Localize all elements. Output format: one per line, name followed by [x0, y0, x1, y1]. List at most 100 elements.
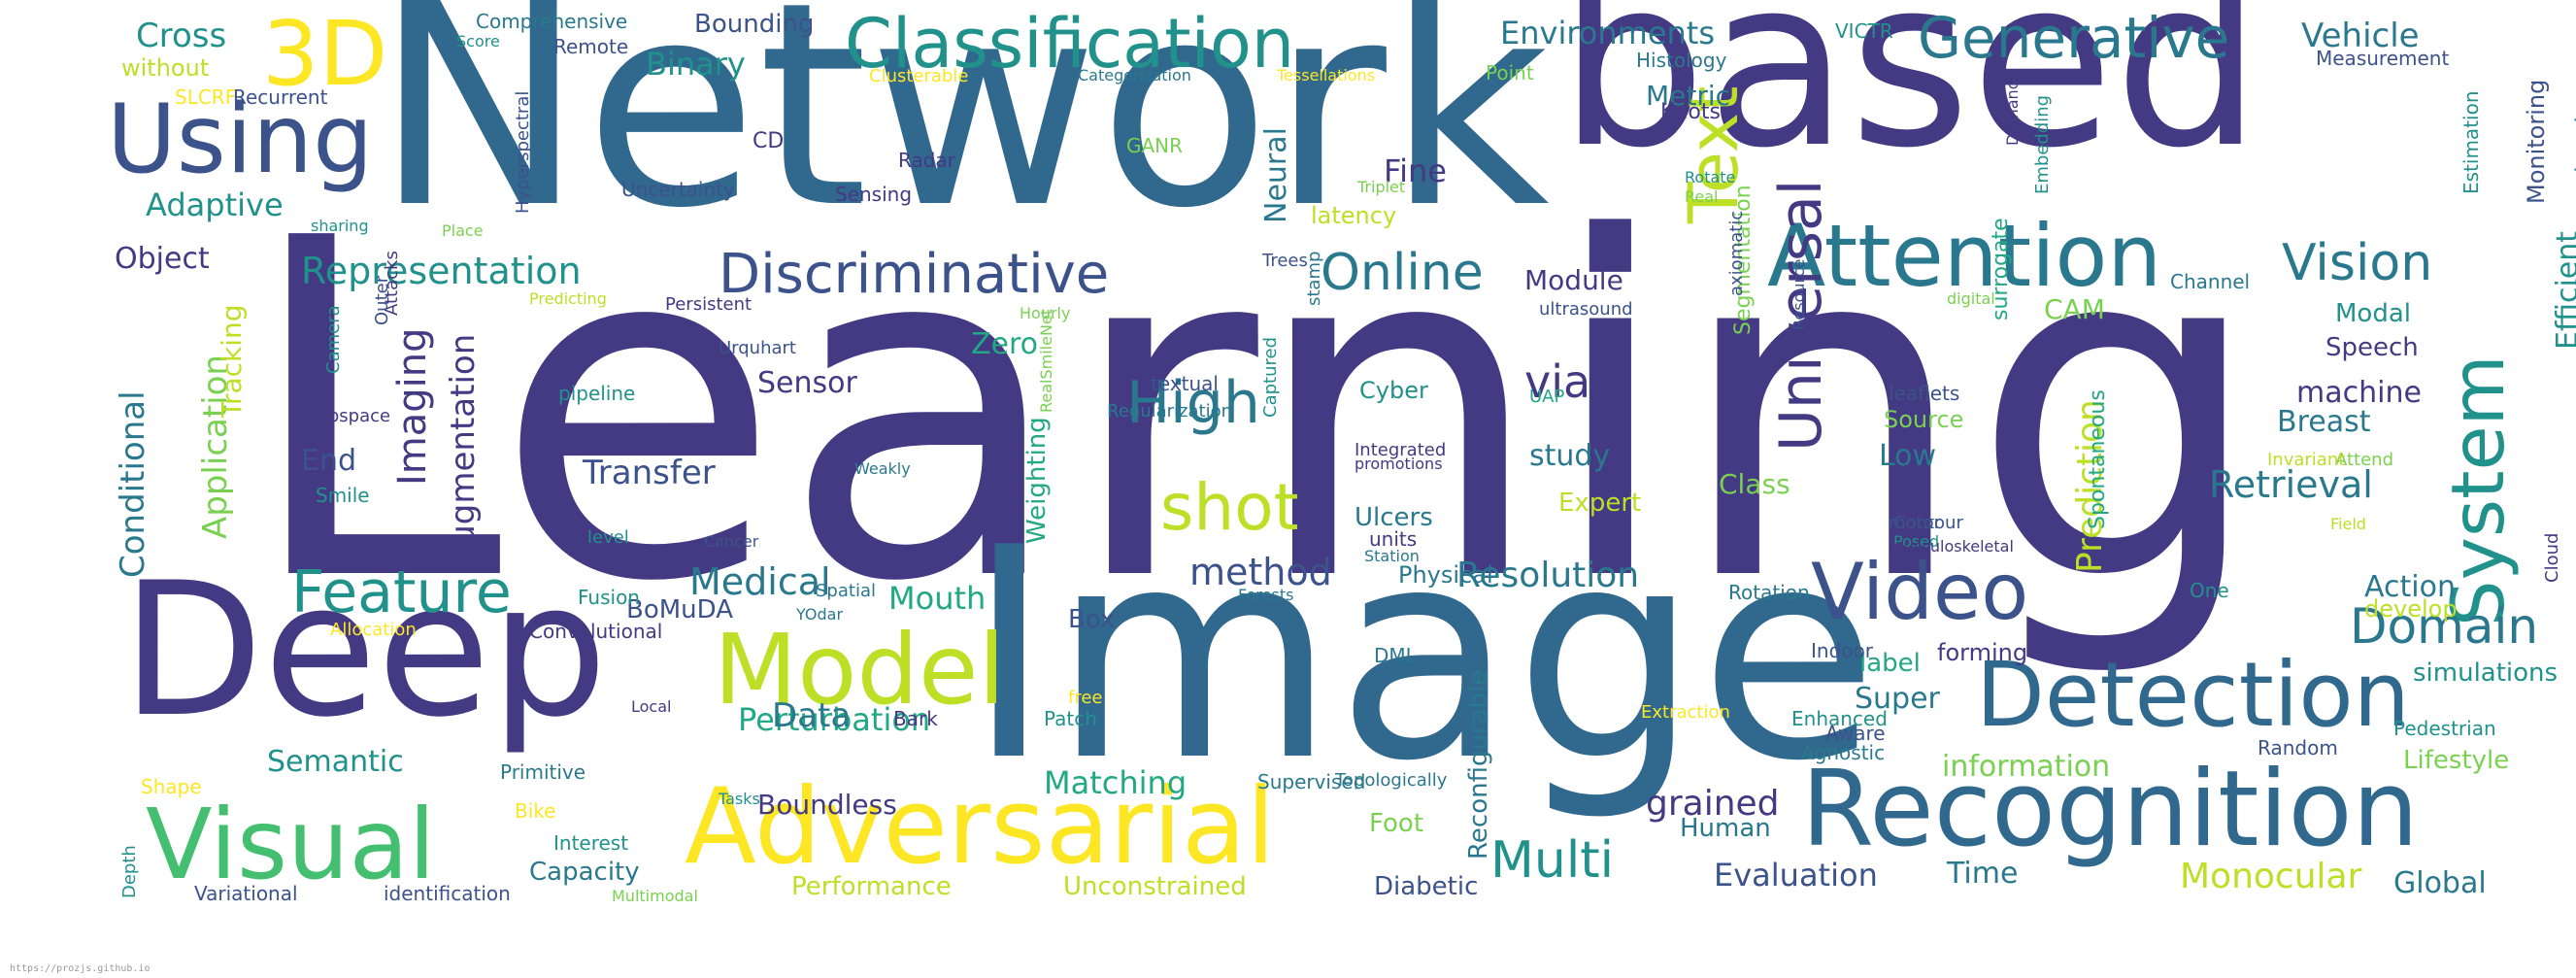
cloud-word: Weighting: [1022, 417, 1052, 544]
cloud-word: Local: [631, 697, 672, 716]
cloud-word: Retrieval: [2209, 463, 2373, 506]
cloud-word: method: [1189, 551, 1332, 593]
cloud-word: Box: [1068, 605, 1116, 634]
cloud-word: Learning: [243, 141, 2266, 684]
cloud-word: simulations: [2413, 658, 2559, 688]
cloud-word: Urquhart: [719, 338, 796, 358]
cloud-word: Bounding: [694, 10, 815, 39]
cloud-word: Data: [772, 696, 852, 735]
cloud-word: Field: [2330, 515, 2366, 533]
cloud-word: develop: [2364, 595, 2458, 623]
cloud-word: Binary: [646, 46, 746, 83]
cloud-word: Place: [442, 221, 484, 240]
cloud-word: Interest: [553, 831, 629, 855]
cloud-word: latency: [1311, 202, 1397, 229]
cloud-word: Depth: [119, 845, 140, 898]
cloud-word: Evaluation: [1714, 857, 1878, 894]
cloud-word: RealSmileNet: [1037, 308, 1055, 413]
cloud-word: DML: [1374, 644, 1417, 667]
cloud-word: Agnostic: [1801, 741, 1886, 764]
cloud-word: Cancer: [704, 532, 759, 551]
cloud-word: machine: [2296, 376, 2422, 410]
cloud-word: promotions: [1355, 455, 1443, 473]
cloud-word: study: [1529, 439, 1611, 473]
cloud-word: Knots: [1660, 100, 1721, 124]
cloud-word: Fusion: [578, 586, 640, 609]
cloud-word: VICTR: [1835, 19, 1893, 43]
cloud-word: sharing: [311, 217, 369, 235]
cloud-word: Object: [115, 242, 210, 276]
cloud-word: Multi: [1490, 831, 1615, 890]
cloud-word: Low: [1879, 439, 1937, 473]
cloud-word: Rotate: [1685, 168, 1736, 186]
cloud-word: Spontaneous: [2086, 389, 2110, 529]
cloud-word: Ulcers: [1355, 503, 1433, 532]
cloud-word: Environments: [1500, 15, 1715, 51]
cloud-word: Online: [1321, 244, 1484, 302]
cloud-word: Perturbation: [738, 701, 931, 738]
cloud-word: Zero: [971, 327, 1039, 361]
cloud-word: Detection: [1976, 643, 2410, 747]
cloud-word: Fine: [1384, 152, 1447, 189]
cloud-word: Class: [1719, 468, 1790, 500]
cloud-word: Trees: [1262, 251, 1308, 271]
cloud-word: Modal: [2335, 299, 2411, 328]
cloud-word: Point: [1486, 61, 1534, 84]
cloud-word: Neural: [1259, 127, 1293, 223]
cloud-word: Mouth: [888, 580, 987, 617]
cloud-word: via: [1524, 355, 1591, 408]
cloud-word: Comprehensive: [476, 10, 628, 33]
cloud-word: End: [301, 444, 357, 478]
cloud-word: Indoor: [1811, 639, 1873, 662]
cloud-word: CD: [753, 129, 785, 153]
cloud-word: One: [2190, 579, 2229, 602]
cloud-word: digital: [1947, 289, 1995, 308]
cloud-word: based: [1558, 0, 2262, 199]
cloud-word: Deep: [121, 543, 608, 758]
cloud-word: Expert: [1558, 489, 1642, 518]
cloud-word: Representation: [301, 250, 582, 292]
cloud-word: YOdar: [796, 605, 844, 624]
cloud-word: Global: [2393, 866, 2487, 900]
cloud-word: textual: [1151, 372, 1219, 395]
cloud-word: leaflets: [1889, 382, 1960, 405]
cloud-word: Lifestyle: [2403, 746, 2510, 775]
cloud-word: stamp: [1304, 251, 1324, 306]
cloud-word: Capacity: [529, 858, 640, 887]
cloud-word: Monocular: [2180, 857, 2362, 896]
cloud-word: Primitive: [500, 760, 586, 784]
source-url: https://prozjs.github.io: [10, 963, 151, 974]
cloud-word: Spatial: [816, 581, 876, 601]
cloud-word: Foot: [1369, 809, 1424, 838]
cloud-word: Adversarial: [685, 766, 1276, 888]
cloud-word: Variational: [194, 882, 298, 905]
cloud-word: Diabetic: [1374, 872, 1479, 901]
cloud-word: label: [1859, 649, 1921, 678]
cloud-word: Histology: [1636, 49, 1727, 72]
cloud-word: identification: [384, 882, 511, 905]
cloud-word: Generative: [1918, 5, 2230, 71]
cloud-word: Topologically: [1335, 770, 1448, 791]
cloud-word: Weakly: [854, 459, 911, 478]
cloud-word: Source: [1884, 406, 1964, 433]
cloud-word: Semantic: [267, 745, 404, 779]
cloud-word: Sensing: [835, 183, 913, 206]
cloud-word: CAM: [2044, 293, 2105, 325]
cloud-word: pipeline: [558, 382, 636, 405]
cloud-word: Video: [1811, 547, 2029, 637]
cloud-word: free: [1068, 688, 1103, 708]
cloud-word: information: [1942, 750, 2111, 784]
cloud-word: Enhanced: [1791, 707, 1888, 730]
cloud-word: musculoskeletal: [1889, 537, 2014, 556]
cloud-word: Posed: [1893, 532, 1940, 551]
cloud-word: Remote: [553, 35, 629, 58]
cloud-word: Contour: [1893, 513, 1963, 533]
cloud-word: Human: [1680, 814, 1771, 843]
cloud-word: Convolutional: [529, 620, 663, 643]
cloud-word: Subspace: [306, 406, 391, 426]
cloud-word: Classification: [845, 4, 1295, 84]
cloud-word: UAP: [1529, 387, 1565, 407]
cloud-word: Image: [966, 486, 1879, 825]
cloud-word: SLCRF: [175, 85, 237, 109]
